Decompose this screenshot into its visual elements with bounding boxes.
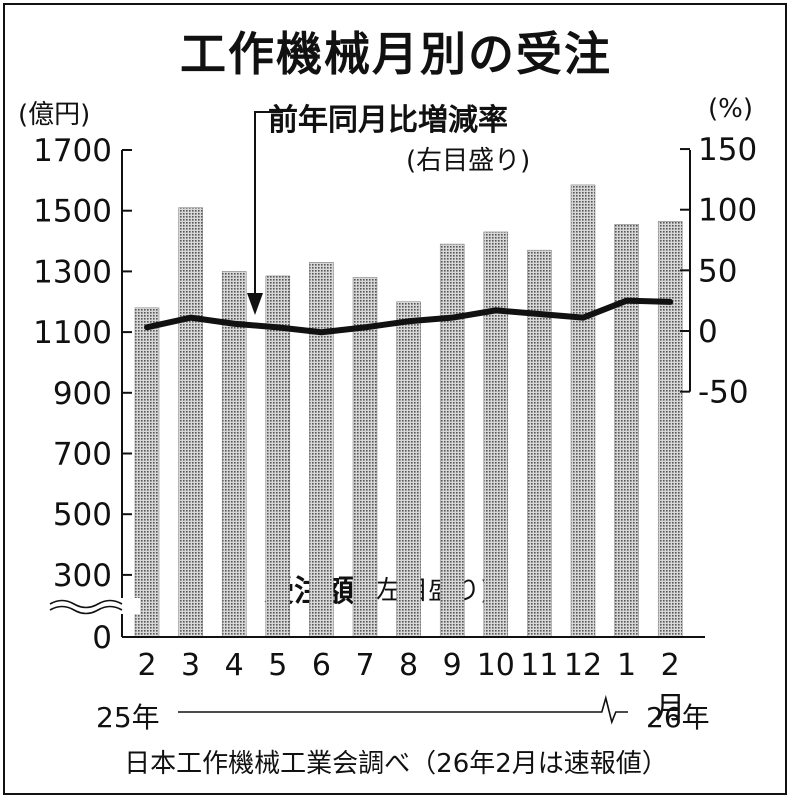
bar-8 <box>439 243 465 638</box>
left-tick-label: 500 <box>53 497 112 533</box>
bar-2 <box>178 207 203 638</box>
right-tick-label: 100 <box>698 193 757 229</box>
left-tick-label: 1700 <box>33 133 112 169</box>
x-tick-label: 5 <box>268 648 288 683</box>
bar-3 <box>221 271 247 638</box>
line-callout-sub: (右目盛り) <box>406 146 531 176</box>
bar-10 <box>527 249 552 638</box>
left-tick-label: 700 <box>53 437 112 473</box>
year-timeline <box>178 694 628 725</box>
bar-7 <box>396 301 421 638</box>
x-tick-label: 12 <box>563 648 603 683</box>
bar-4 <box>265 275 291 638</box>
callout-arrow-line <box>254 111 283 305</box>
chart-title: 工作機械月別の受注 <box>180 27 612 81</box>
bar-5 <box>309 262 334 638</box>
x-tick-label: 11 <box>520 648 559 683</box>
bar-11 <box>570 184 596 638</box>
callout-arrow-head <box>247 293 263 315</box>
x-tick-label: 9 <box>442 648 462 683</box>
x-tick-label: 2 <box>137 648 157 683</box>
right-tick-label: -50 <box>698 375 749 411</box>
bar-13 <box>657 221 683 638</box>
axis-break-wave <box>49 605 123 615</box>
right-tick-label: 150 <box>698 132 757 168</box>
x-tick-label: 6 <box>311 648 331 683</box>
source-note: 日本工作機械工業会調べ（26年2月は速報値） <box>124 749 668 779</box>
axis-break-wave <box>49 599 123 609</box>
bar-6 <box>352 277 378 638</box>
bar-12 <box>614 224 639 638</box>
right-tick-label: 0 <box>698 314 718 350</box>
bar-9 <box>483 231 509 638</box>
left-tick-label: 300 <box>53 558 112 594</box>
left-tick-label: 1300 <box>33 254 112 290</box>
x-tick-label: 1 <box>617 648 637 683</box>
left-tick-label: 1100 <box>33 315 112 351</box>
year-start-label: 25年 <box>96 701 160 734</box>
x-tick-label: 8 <box>399 648 419 683</box>
bar-callout-sub: (左目盛り) <box>366 576 491 606</box>
bar-1 <box>134 307 160 638</box>
axis-break-gap <box>40 598 140 614</box>
left-axis-unit: (億円) <box>18 100 91 130</box>
x-tick-label: 2月 <box>655 648 686 726</box>
right-axis-unit: (%) <box>708 94 753 124</box>
x-tick-label: 3 <box>181 648 201 683</box>
x-tick-label: 10 <box>476 648 515 683</box>
chart-frame <box>3 3 787 795</box>
year-end-label: 26年 <box>646 701 710 734</box>
x-tick-label: 7 <box>355 648 375 683</box>
x-tick-label: 4 <box>224 648 244 683</box>
line-callout: 前年同月比増減率 <box>268 103 508 138</box>
right-tick-label: 50 <box>698 253 737 289</box>
left-tick-label: 1500 <box>33 194 112 230</box>
left-tick-label: 0 <box>92 620 112 656</box>
left-tick-label: 900 <box>53 376 112 412</box>
